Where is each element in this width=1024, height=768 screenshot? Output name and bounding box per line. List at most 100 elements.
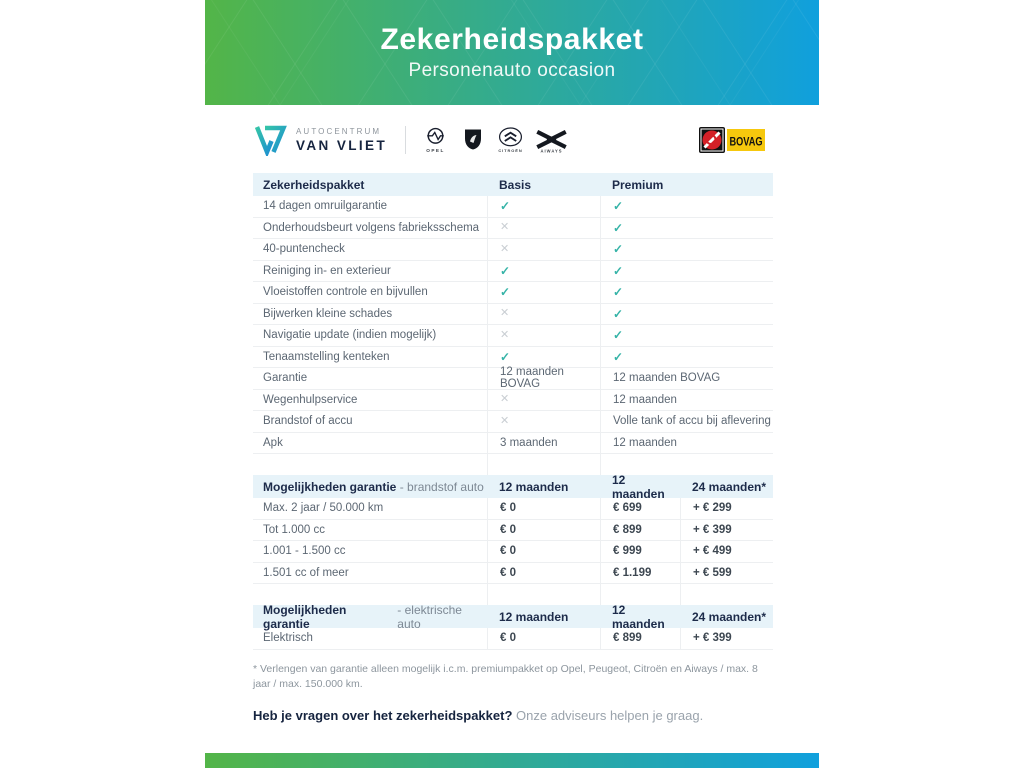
fuel-table-header: Mogelijkheden garantie - brandstof auto … xyxy=(253,473,773,501)
dealer-name-bottom: VAN VLIET xyxy=(296,137,388,153)
triangle-pattern xyxy=(205,0,819,105)
row-value: ✓ xyxy=(600,217,773,238)
row-value: € 0 xyxy=(487,498,600,519)
column-header-premium: Premium xyxy=(612,177,664,192)
footer-question: Heb je vragen over het zekerheidspakket?… xyxy=(253,708,773,723)
row-label: 14 dagen omruilgarantie xyxy=(263,200,388,213)
table-gap-row xyxy=(253,454,773,475)
row-value: € 0 xyxy=(487,562,600,583)
fuel-price-row: Tot 1.000 cc € 0 € 899 + € 399 xyxy=(253,519,773,541)
ev-section-title: Mogelijkheden garantie - elektrische aut… xyxy=(253,602,487,631)
row-label: Bijwerken kleine schades xyxy=(263,307,393,320)
check-icon: ✓ xyxy=(500,263,511,278)
check-icon: ✓ xyxy=(613,220,624,235)
fuel-price-row: Max. 2 jaar / 50.000 km € 0 € 699 + € 299 xyxy=(253,498,773,520)
column-header-12m-premium: 12 maanden xyxy=(612,602,665,631)
footnote: * Verlengen van garantie alleen mogelijk… xyxy=(253,662,758,690)
row-label: Max. 2 jaar / 50.000 km xyxy=(263,502,384,515)
check-icon: ✓ xyxy=(500,199,511,214)
cross-icon: ✕ xyxy=(500,307,510,320)
footer-question-light: Onze adviseurs helpen je graag. xyxy=(516,707,704,723)
logo-row: AUTOCENTRUM VAN VLIET OPEL xyxy=(253,119,773,161)
svg-text:CITROËN: CITROËN xyxy=(498,147,522,152)
row-value: ✓ xyxy=(600,346,773,367)
citroen-logo-icon: CITROËN xyxy=(497,126,524,154)
footer-question-bold: Heb je vragen over het zekerheidspakket? xyxy=(253,707,513,723)
brand-logos: OPEL CITROËN xyxy=(422,126,567,154)
package-table-header: Zekerheidspakket Basis Premium xyxy=(253,173,773,196)
row-value: ✓ xyxy=(600,239,773,260)
row-value: ✓ xyxy=(600,260,773,281)
row-value: ✓ xyxy=(600,282,773,303)
svg-text:OPEL: OPEL xyxy=(426,147,445,152)
ev-table-body: Elektrisch € 0 € 899 + € 399 xyxy=(253,628,773,650)
check-icon: ✓ xyxy=(613,349,624,364)
section-title-light: - elektrische auto xyxy=(397,602,462,631)
cross-icon: ✕ xyxy=(500,242,510,255)
row-value: ✓ xyxy=(487,282,600,303)
row-value: ✕ xyxy=(487,217,600,238)
svg-text:AIWAYS: AIWAYS xyxy=(541,148,563,153)
fuel-section-title: Mogelijkheden garantie - brandstof auto xyxy=(253,475,487,498)
check-icon: ✓ xyxy=(613,242,624,257)
row-value: € 0 xyxy=(487,541,600,562)
dealer-name-top: AUTOCENTRUM xyxy=(296,126,382,136)
column-header-24m: 24 maanden* xyxy=(692,609,767,624)
section-title-bold: Mogelijkheden garantie xyxy=(263,602,347,631)
row-value: 12 maanden BOVAG xyxy=(487,366,600,390)
row-value: ✓ xyxy=(600,196,773,217)
van-vliet-logo-icon xyxy=(254,125,287,156)
package-row: Brandstof of accu ✕ Volle tank of accu bij… xyxy=(253,411,773,433)
row-value: ✕ xyxy=(487,303,600,324)
row-value: ✓ xyxy=(600,303,773,324)
row-value: 12 maanden BOVAG xyxy=(600,368,773,389)
cross-icon: ✕ xyxy=(500,393,510,406)
row-value: 12 maanden xyxy=(600,389,773,410)
footer-gradient-bar xyxy=(205,753,819,768)
dealer-name: AUTOCENTRUM VAN VLIET xyxy=(296,126,388,153)
section-title-light: - brandstof auto xyxy=(399,479,484,494)
package-row: Onderhoudsbeurt volgens fabrieksschema ✕ ✓ xyxy=(253,217,773,239)
row-label: Apk xyxy=(263,436,283,449)
package-row: 14 dagen omruilgarantie ✓ ✓ xyxy=(253,196,773,218)
fuel-table-body: Max. 2 jaar / 50.000 km € 0 € 699 + € 299 To… xyxy=(253,498,773,584)
column-header-basis: Basis xyxy=(499,177,532,192)
package-row: Garantie 12 maanden BOVAG 12 maanden BOVAG xyxy=(253,366,773,390)
fuel-price-row: 1.001 - 1.500 cc € 0 € 999 + € 499 xyxy=(253,541,773,563)
row-label: Reiniging in- en exterieur xyxy=(263,264,391,277)
row-label: Tenaamstelling kenteken xyxy=(263,350,390,363)
package-row: Vloeistoffen controle en bijvullen ✓ ✓ xyxy=(253,282,773,304)
svg-text:BOVAG: BOVAG xyxy=(730,137,763,149)
row-label: 1.001 - 1.500 cc xyxy=(263,545,346,558)
row-label: 40-puntencheck xyxy=(263,243,345,256)
header-banner: Zekerheidspakket Personenauto occasion xyxy=(205,0,819,105)
page-title: Zekerheidspakket xyxy=(380,23,644,56)
row-label: Elektrisch xyxy=(263,632,313,645)
dealer-logo: AUTOCENTRUM VAN VLIET xyxy=(253,124,387,156)
cross-icon: ✕ xyxy=(500,414,510,427)
row-value: + € 299 xyxy=(680,498,773,519)
row-label: 1.501 cc of meer xyxy=(263,566,349,579)
row-value: € 899 xyxy=(600,628,680,649)
row-value: ✕ xyxy=(487,325,600,346)
row-value: ✕ xyxy=(487,389,600,410)
row-value: + € 399 xyxy=(680,519,773,540)
package-row: Wegenhulpservice ✕ 12 maanden xyxy=(253,389,773,411)
column-header-12m-basis: 12 maanden xyxy=(499,609,569,624)
cross-icon: ✕ xyxy=(500,221,510,234)
row-value: € 699 xyxy=(600,498,680,519)
package-table-body: 14 dagen omruilgarantie ✓ ✓ Onderhoudsbeurt… xyxy=(253,196,773,454)
table-gap-row xyxy=(253,584,773,605)
row-value: Volle tank of accu bij aflevering xyxy=(600,411,773,432)
row-label: Wegenhulpservice xyxy=(263,393,358,406)
row-value: € 0 xyxy=(487,628,600,649)
row-value: 12 maanden xyxy=(600,432,773,453)
row-value: € 1.199 xyxy=(600,562,680,583)
column-header-24m: 24 maanden* xyxy=(692,479,767,494)
row-label: Brandstof of accu xyxy=(263,415,353,428)
row-value: € 899 xyxy=(600,519,680,540)
check-icon: ✓ xyxy=(613,328,624,343)
package-row: Bijwerken kleine schades ✕ ✓ xyxy=(253,303,773,325)
check-icon: ✓ xyxy=(500,349,511,364)
